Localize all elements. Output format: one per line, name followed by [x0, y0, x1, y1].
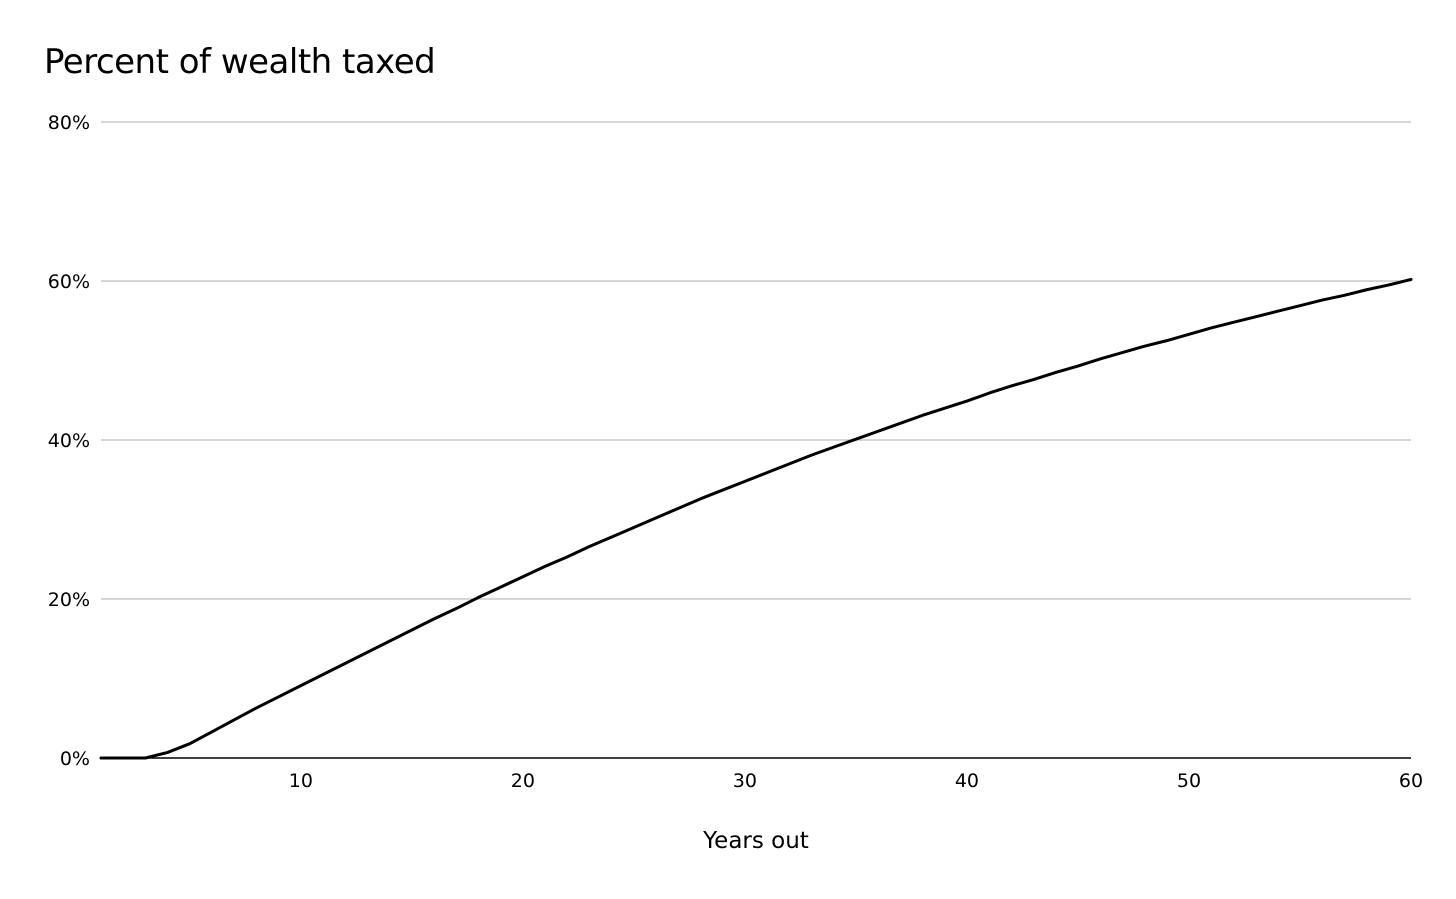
y-tick-label: 0% — [60, 748, 90, 770]
y-tick-label: 80% — [48, 112, 90, 134]
x-tick-label: 10 — [289, 770, 313, 792]
x-axis-title: Years out — [702, 828, 809, 854]
x-tick-label: 20 — [511, 770, 535, 792]
y-tick-label: 20% — [48, 589, 90, 611]
x-tick-label: 50 — [1177, 770, 1201, 792]
chart-title: Percent of wealth taxed — [44, 42, 436, 82]
y-tick-label: 40% — [48, 430, 90, 452]
x-tick-label: 40 — [955, 770, 979, 792]
x-tick-label: 30 — [733, 770, 757, 792]
gridlines — [101, 121, 1411, 600]
x-tick-label: 60 — [1399, 770, 1423, 792]
series-layer — [99, 277, 1413, 760]
series-line — [99, 277, 1413, 760]
tick-labels: 0% 20% 40% 60% 80% 10 20 30 40 50 60 — [48, 112, 1423, 792]
y-tick-label: 60% — [48, 271, 90, 293]
